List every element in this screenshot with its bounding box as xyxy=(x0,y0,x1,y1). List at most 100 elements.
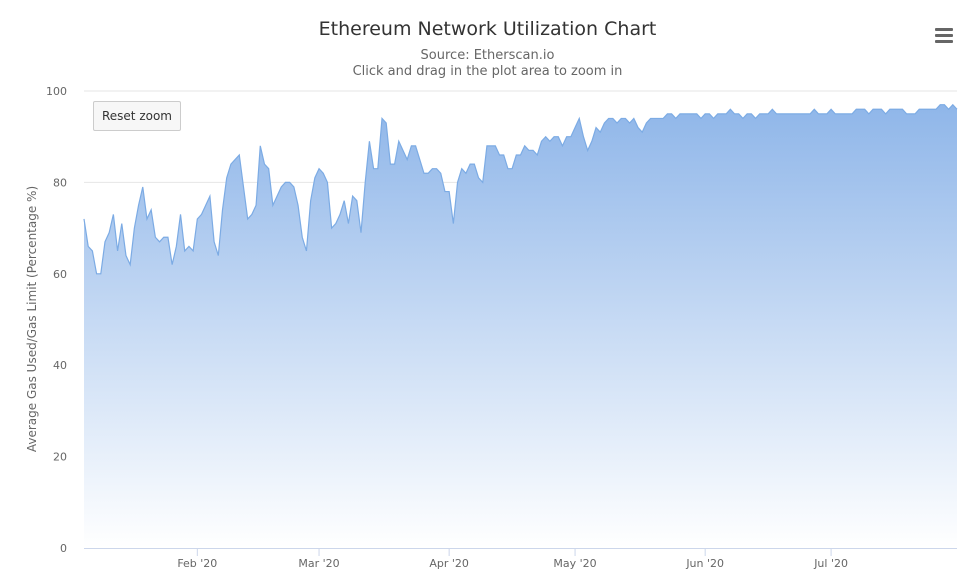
data-point[interactable] xyxy=(942,103,946,107)
data-point[interactable] xyxy=(237,153,241,157)
data-point[interactable] xyxy=(804,112,808,116)
data-point[interactable] xyxy=(464,171,468,175)
data-point[interactable] xyxy=(208,194,212,198)
data-point[interactable] xyxy=(254,203,258,207)
data-point[interactable] xyxy=(309,199,313,203)
data-point[interactable] xyxy=(498,153,502,157)
data-point[interactable] xyxy=(556,135,560,139)
data-point[interactable] xyxy=(380,116,384,120)
data-point[interactable] xyxy=(842,112,846,116)
data-point[interactable] xyxy=(573,126,577,130)
data-point[interactable] xyxy=(95,272,99,276)
data-point[interactable] xyxy=(724,112,728,116)
data-point[interactable] xyxy=(241,185,245,189)
data-point[interactable] xyxy=(900,107,904,111)
data-point[interactable] xyxy=(846,112,850,116)
data-point[interactable] xyxy=(271,203,275,207)
plot-area[interactable] xyxy=(82,103,959,549)
data-point[interactable] xyxy=(707,112,711,116)
data-point[interactable] xyxy=(821,112,825,116)
data-point[interactable] xyxy=(552,135,556,139)
data-point[interactable] xyxy=(376,167,380,171)
data-point[interactable] xyxy=(103,240,107,244)
data-point[interactable] xyxy=(99,272,103,276)
data-point[interactable] xyxy=(443,190,447,194)
data-point[interactable] xyxy=(422,171,426,175)
data-point[interactable] xyxy=(489,144,493,148)
data-point[interactable] xyxy=(644,121,648,125)
data-point[interactable] xyxy=(153,235,157,239)
data-point[interactable] xyxy=(854,107,858,111)
data-point[interactable] xyxy=(825,112,829,116)
data-point[interactable] xyxy=(850,112,854,116)
reset-zoom-button[interactable]: Reset zoom xyxy=(93,101,181,131)
data-point[interactable] xyxy=(321,171,325,175)
data-point[interactable] xyxy=(858,107,862,111)
data-point[interactable] xyxy=(162,235,166,239)
data-point[interactable] xyxy=(871,107,875,111)
data-point[interactable] xyxy=(288,180,292,184)
data-point[interactable] xyxy=(758,112,762,116)
data-point[interactable] xyxy=(351,194,355,198)
data-point[interactable] xyxy=(330,226,334,230)
data-point[interactable] xyxy=(456,180,460,184)
data-point[interactable] xyxy=(468,162,472,166)
data-point[interactable] xyxy=(590,139,594,143)
data-point[interactable] xyxy=(166,235,170,239)
data-point[interactable] xyxy=(712,116,716,120)
data-point[interactable] xyxy=(346,222,350,226)
data-point[interactable] xyxy=(800,112,804,116)
data-point[interactable] xyxy=(191,249,195,253)
data-point[interactable] xyxy=(745,112,749,116)
data-point[interactable] xyxy=(384,121,388,125)
data-point[interactable] xyxy=(909,112,913,116)
data-point[interactable] xyxy=(636,126,640,130)
data-point[interactable] xyxy=(695,112,699,116)
data-point[interactable] xyxy=(187,244,191,248)
data-point[interactable] xyxy=(317,167,321,171)
data-point[interactable] xyxy=(661,116,665,120)
data-point[interactable] xyxy=(250,212,254,216)
data-point[interactable] xyxy=(665,112,669,116)
data-point[interactable] xyxy=(611,116,615,120)
data-point[interactable] xyxy=(594,126,598,130)
data-point[interactable] xyxy=(926,107,930,111)
data-point[interactable] xyxy=(808,112,812,116)
data-point[interactable] xyxy=(670,112,674,116)
data-point[interactable] xyxy=(817,112,821,116)
data-point[interactable] xyxy=(338,212,342,216)
data-point[interactable] xyxy=(930,107,934,111)
data-point[interactable] xyxy=(686,112,690,116)
data-point[interactable] xyxy=(539,139,543,143)
data-point[interactable] xyxy=(884,112,888,116)
data-point[interactable] xyxy=(577,116,581,120)
data-point[interactable] xyxy=(619,116,623,120)
data-point[interactable] xyxy=(430,167,434,171)
data-point[interactable] xyxy=(510,167,514,171)
data-point[interactable] xyxy=(472,162,476,166)
data-point[interactable] xyxy=(233,158,237,162)
data-point[interactable] xyxy=(716,112,720,116)
data-point[interactable] xyxy=(493,144,497,148)
data-point[interactable] xyxy=(204,203,208,207)
data-point[interactable] xyxy=(879,107,883,111)
data-point[interactable] xyxy=(934,107,938,111)
data-point[interactable] xyxy=(628,121,632,125)
data-point[interactable] xyxy=(111,212,115,216)
data-point[interactable] xyxy=(116,249,120,253)
data-point[interactable] xyxy=(90,249,94,253)
data-point[interactable] xyxy=(917,107,921,111)
data-point[interactable] xyxy=(602,121,606,125)
data-point[interactable] xyxy=(120,222,124,226)
data-point[interactable] xyxy=(200,212,204,216)
data-point[interactable] xyxy=(779,112,783,116)
data-point[interactable] xyxy=(174,244,178,248)
data-point[interactable] xyxy=(451,222,455,226)
data-point[interactable] xyxy=(787,112,791,116)
data-point[interactable] xyxy=(300,235,304,239)
data-point[interactable] xyxy=(283,180,287,184)
data-point[interactable] xyxy=(485,144,489,148)
data-point[interactable] xyxy=(544,135,548,139)
data-point[interactable] xyxy=(749,112,753,116)
data-point[interactable] xyxy=(183,249,187,253)
